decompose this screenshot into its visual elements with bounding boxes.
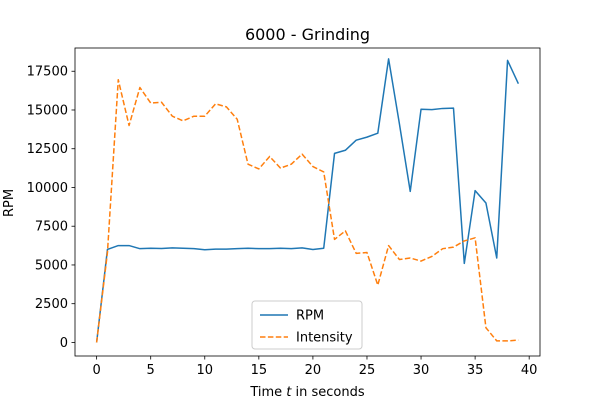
series-line-rpm xyxy=(95,58,520,343)
x-tick-label: 0 xyxy=(92,363,100,378)
axes-frame xyxy=(74,47,541,357)
axes: 0 5 10 15 20 25 30 35 40 0 2500 5000 7500 10000 12500 1… xyxy=(27,47,541,378)
y-tick-label: 12500 xyxy=(27,142,68,157)
x-tick-label: 35 xyxy=(467,363,484,378)
chart-title: 6000 - Grinding xyxy=(245,25,370,44)
legend-label-intensity: Intensity xyxy=(296,331,353,346)
x-axis-label-suffix: in seconds xyxy=(291,385,364,400)
y-tick-label: 17500 xyxy=(27,65,68,80)
legend: RPM Intensity xyxy=(251,300,363,350)
x-tick-label: 15 xyxy=(251,363,268,378)
x-tick-label: 40 xyxy=(521,363,538,378)
legend-label-rpm: RPM xyxy=(296,309,324,324)
y-tick-label: 5000 xyxy=(35,258,68,273)
plot-area xyxy=(95,58,520,343)
y-tick-label: 15000 xyxy=(27,103,68,118)
x-tick-label: 10 xyxy=(196,363,213,378)
y-tick-label: 0 xyxy=(60,336,68,351)
x-tick-label: 25 xyxy=(359,363,376,378)
y-axis-label: RPM xyxy=(2,189,17,217)
x-tick-label: 5 xyxy=(147,363,155,378)
x-tick-label: 20 xyxy=(305,363,322,378)
y-tick-label: 2500 xyxy=(35,297,68,312)
x-tick-label: 30 xyxy=(413,363,430,378)
x-axis-label: Time t in seconds xyxy=(249,385,365,400)
y-tick-label: 7500 xyxy=(35,220,68,235)
series-line-intensity xyxy=(95,79,519,343)
x-axis-label-prefix: Time xyxy=(249,385,286,400)
y-tick-label: 10000 xyxy=(27,181,68,196)
x-axis-label-variable: t xyxy=(286,385,292,400)
